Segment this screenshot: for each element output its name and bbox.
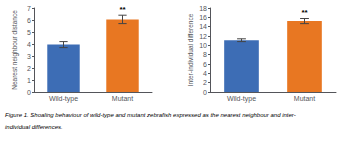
svg-text:5: 5 — [27, 29, 31, 36]
svg-text:12: 12 — [199, 33, 207, 40]
svg-text:Mutant: Mutant — [294, 95, 315, 102]
svg-text:18: 18 — [199, 5, 207, 12]
svg-text:Figure 1. Shoaling behaviour o: Figure 1. Shoaling behaviour of wild-typ… — [5, 112, 296, 118]
svg-text:2: 2 — [27, 65, 31, 72]
svg-text:7: 7 — [27, 5, 31, 12]
svg-text:Wild-type: Wild-type — [227, 95, 256, 103]
svg-text:6: 6 — [203, 61, 207, 68]
svg-text:Wild-type: Wild-type — [49, 95, 78, 103]
svg-text:8: 8 — [203, 51, 207, 58]
svg-text:4: 4 — [203, 70, 207, 77]
svg-text:Mutant: Mutant — [112, 95, 133, 102]
svg-text:16: 16 — [199, 14, 207, 21]
svg-text:individual differences.: individual differences. — [5, 124, 63, 130]
svg-text:0: 0 — [203, 89, 207, 96]
svg-text:0: 0 — [27, 89, 31, 96]
svg-text:14: 14 — [199, 23, 207, 30]
svg-text:**: ** — [119, 5, 126, 14]
svg-text:**: ** — [301, 8, 308, 17]
svg-text:6: 6 — [27, 17, 31, 24]
svg-text:2: 2 — [203, 79, 207, 86]
svg-text:1: 1 — [27, 77, 31, 84]
svg-text:Nearest neighbour distance: Nearest neighbour distance — [11, 10, 19, 90]
svg-text:10: 10 — [199, 42, 207, 49]
svg-text:4: 4 — [27, 41, 31, 48]
svg-text:3: 3 — [27, 53, 31, 60]
svg-text:Inter-individual difference: Inter-individual difference — [187, 13, 194, 86]
